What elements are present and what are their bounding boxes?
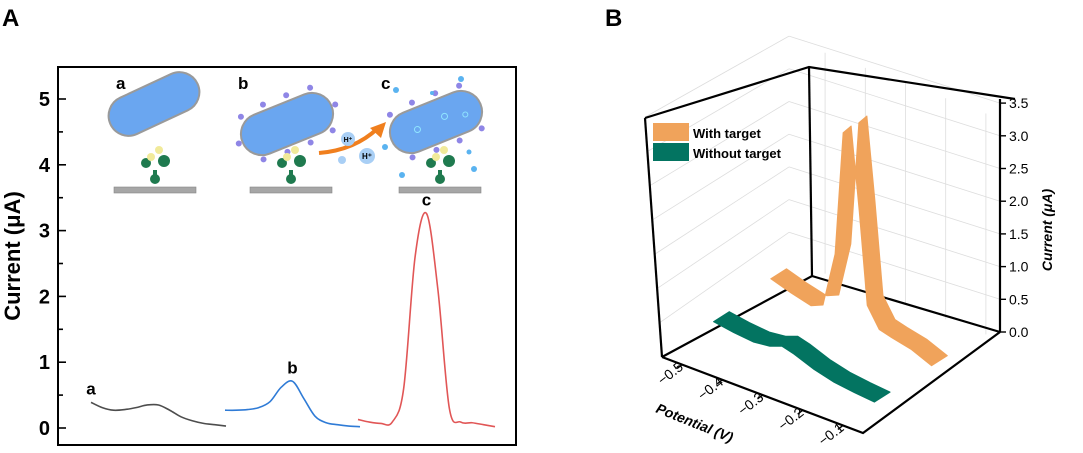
legend-swatch-with-target [653, 123, 689, 141]
x-tick-label: −0.2 [775, 404, 807, 434]
x-tick-label: −0.1 [815, 419, 847, 449]
z-tick-label: 1.5 [1009, 226, 1029, 242]
panel-a-chart: Current (μA) 0 1 2 3 4 5 a b c a b c [0, 66, 517, 446]
x-tick [757, 394, 763, 400]
curve-label-c: c [422, 190, 431, 209]
z-tick-label: 2.0 [1009, 193, 1029, 209]
z-tick-label: 0.0 [1009, 324, 1029, 340]
grid-line [654, 166, 790, 255]
bacterium-cell-b [235, 84, 339, 163]
plot-frame [57, 66, 517, 446]
grid-line [788, 101, 1001, 169]
legend-label-without-target: Without target [693, 146, 782, 161]
panel-label-b: B [605, 5, 622, 32]
proton-label: H⁺ [344, 137, 353, 144]
grid-line [788, 231, 1001, 300]
x-tick [797, 409, 804, 415]
proton-label: H⁺ [362, 152, 372, 161]
y-tick-label: 0 [39, 418, 50, 440]
y-tick-label: 2 [39, 286, 50, 308]
grid-line [788, 68, 1001, 137]
x-tick [716, 379, 723, 385]
y-tick-label: 3 [39, 221, 50, 243]
proton-icons: H⁺ H⁺ [338, 132, 375, 164]
grid-line [788, 133, 1001, 202]
z-tick-label: 2.5 [1009, 161, 1029, 177]
curve-a [90, 401, 227, 427]
bacterium-cell-a [107, 71, 201, 137]
ribbon-without-target [713, 311, 891, 403]
schematic: a b c [107, 71, 485, 194]
curve-c [357, 211, 496, 428]
electrode-b [249, 146, 333, 194]
x-tick [837, 424, 844, 430]
schematic-label-c: c [381, 74, 390, 93]
grid-line [788, 166, 1001, 235]
schematic-label-a: a [116, 74, 126, 93]
grid-line [657, 199, 790, 289]
x-axis-label: Potential (V) [654, 400, 736, 446]
z-tick-label: 0.5 [1009, 291, 1029, 307]
electrode-c [398, 146, 482, 194]
bacterium-cell-c [386, 82, 485, 161]
grid-line [645, 35, 790, 118]
x-tick-label: −0.4 [695, 373, 727, 403]
ribbon-with-target [770, 115, 948, 367]
legend-label-with-target: With target [693, 126, 761, 141]
grid-line [652, 133, 790, 220]
curve-label-b: b [287, 358, 297, 377]
curve-label-a: a [86, 379, 96, 398]
panel-b-chart: 0.0 0.5 1.0 1.5 2.0 2.5 3.0 3.5 −0.5 −0.4 −0.3 −0.2… [643, 35, 1055, 449]
z-tick-label: 3.5 [1009, 95, 1029, 111]
z-tick-label: 3.0 [1009, 128, 1029, 144]
x-tick-label: −0.3 [735, 389, 767, 419]
x-tick [676, 364, 683, 370]
proton-dots [382, 76, 477, 178]
y-axis-label: Current (μA) [0, 191, 25, 321]
curve-b [224, 380, 361, 428]
schematic-label-b: b [238, 74, 248, 93]
grid-line [650, 101, 790, 186]
panel-label-a: A [2, 5, 19, 32]
z-axis-label: Current (μA) [1039, 189, 1055, 272]
grid-line [659, 231, 790, 323]
z-tick-label: 1.0 [1009, 259, 1029, 275]
arrow-head-icon [370, 122, 386, 138]
3d-axes-frame [643, 65, 1016, 435]
y-tick-label: 1 [39, 352, 50, 374]
legend: With target Without target [653, 123, 782, 161]
grid-line [788, 199, 1001, 267]
legend-swatch-without-target [653, 143, 689, 161]
x-tick-label: −0.5 [654, 358, 686, 388]
y-tick-label: 4 [39, 155, 51, 177]
y-tick-label: 5 [39, 89, 50, 111]
arrow-icon [318, 126, 380, 155]
electrode-a [113, 146, 197, 194]
